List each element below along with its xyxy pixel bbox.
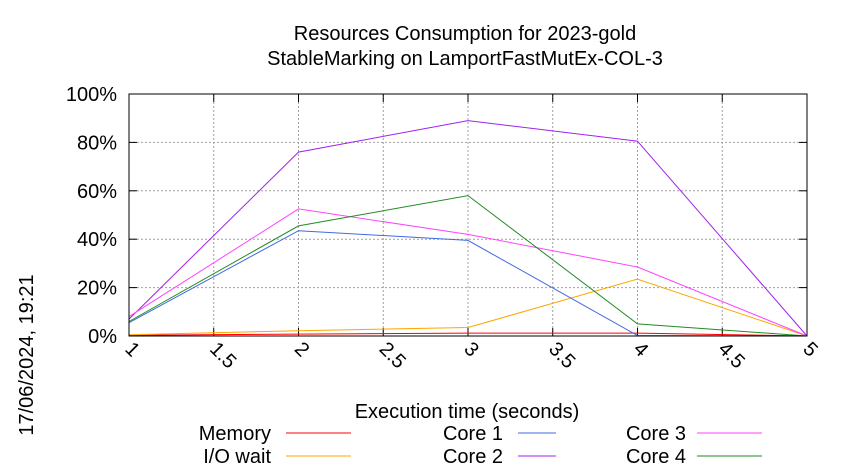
series-line-core-3: [128, 208, 808, 337]
legend-label-memory: Memory: [199, 423, 271, 445]
y-tick-label: 100%: [66, 84, 117, 106]
chart-title: Resources Consumption for 2023-gold: [294, 23, 636, 45]
x-tick-label: 4.5: [714, 338, 749, 373]
series-line-core-4: [128, 195, 808, 337]
y-tick-label: 20%: [77, 278, 117, 300]
y-tick-label: 0%: [88, 326, 117, 348]
y-tick-label: 40%: [77, 229, 117, 251]
legend-label-i-o-wait: I/O wait: [203, 446, 271, 468]
grid: [129, 94, 807, 336]
legend-label-core-4: Core 4: [626, 446, 686, 468]
legend-label-core-1: Core 1: [443, 423, 503, 445]
series-line-core-2: [128, 120, 808, 337]
series-line-memory: [128, 332, 808, 337]
series-lines: [128, 120, 808, 337]
x-tick-label: 1.5: [205, 338, 240, 373]
plot-border: [128, 93, 808, 337]
x-tick-label: 3.5: [544, 338, 579, 373]
x-tick-label: 4: [629, 338, 652, 361]
timestamp-label: 17/06/2024, 19:21: [16, 274, 38, 435]
y-tick-label: 80%: [77, 132, 117, 154]
chart-subtitle: StableMarking on LamportFastMutEx-COL-3: [267, 48, 663, 70]
x-tick-label: 2: [290, 338, 313, 361]
x-axis-ticks: 1 1.5 2 2.5 3 3.5 4 4.5 5: [120, 94, 822, 373]
x-tick-label: 5: [798, 338, 821, 361]
y-axis-ticks: 0% 20% 40% 60% 80% 100%: [66, 84, 807, 348]
x-tick-label: 3: [459, 338, 482, 361]
x-tick-label: 1: [120, 338, 143, 361]
series-line-i-o-wait: [128, 278, 808, 337]
x-axis-label: Execution time (seconds): [355, 401, 580, 423]
y-tick-label: 60%: [77, 181, 117, 203]
legend-label-core-2: Core 2: [443, 446, 503, 468]
x-tick-label: 2.5: [375, 338, 410, 373]
legend-label-core-3: Core 3: [626, 423, 686, 445]
